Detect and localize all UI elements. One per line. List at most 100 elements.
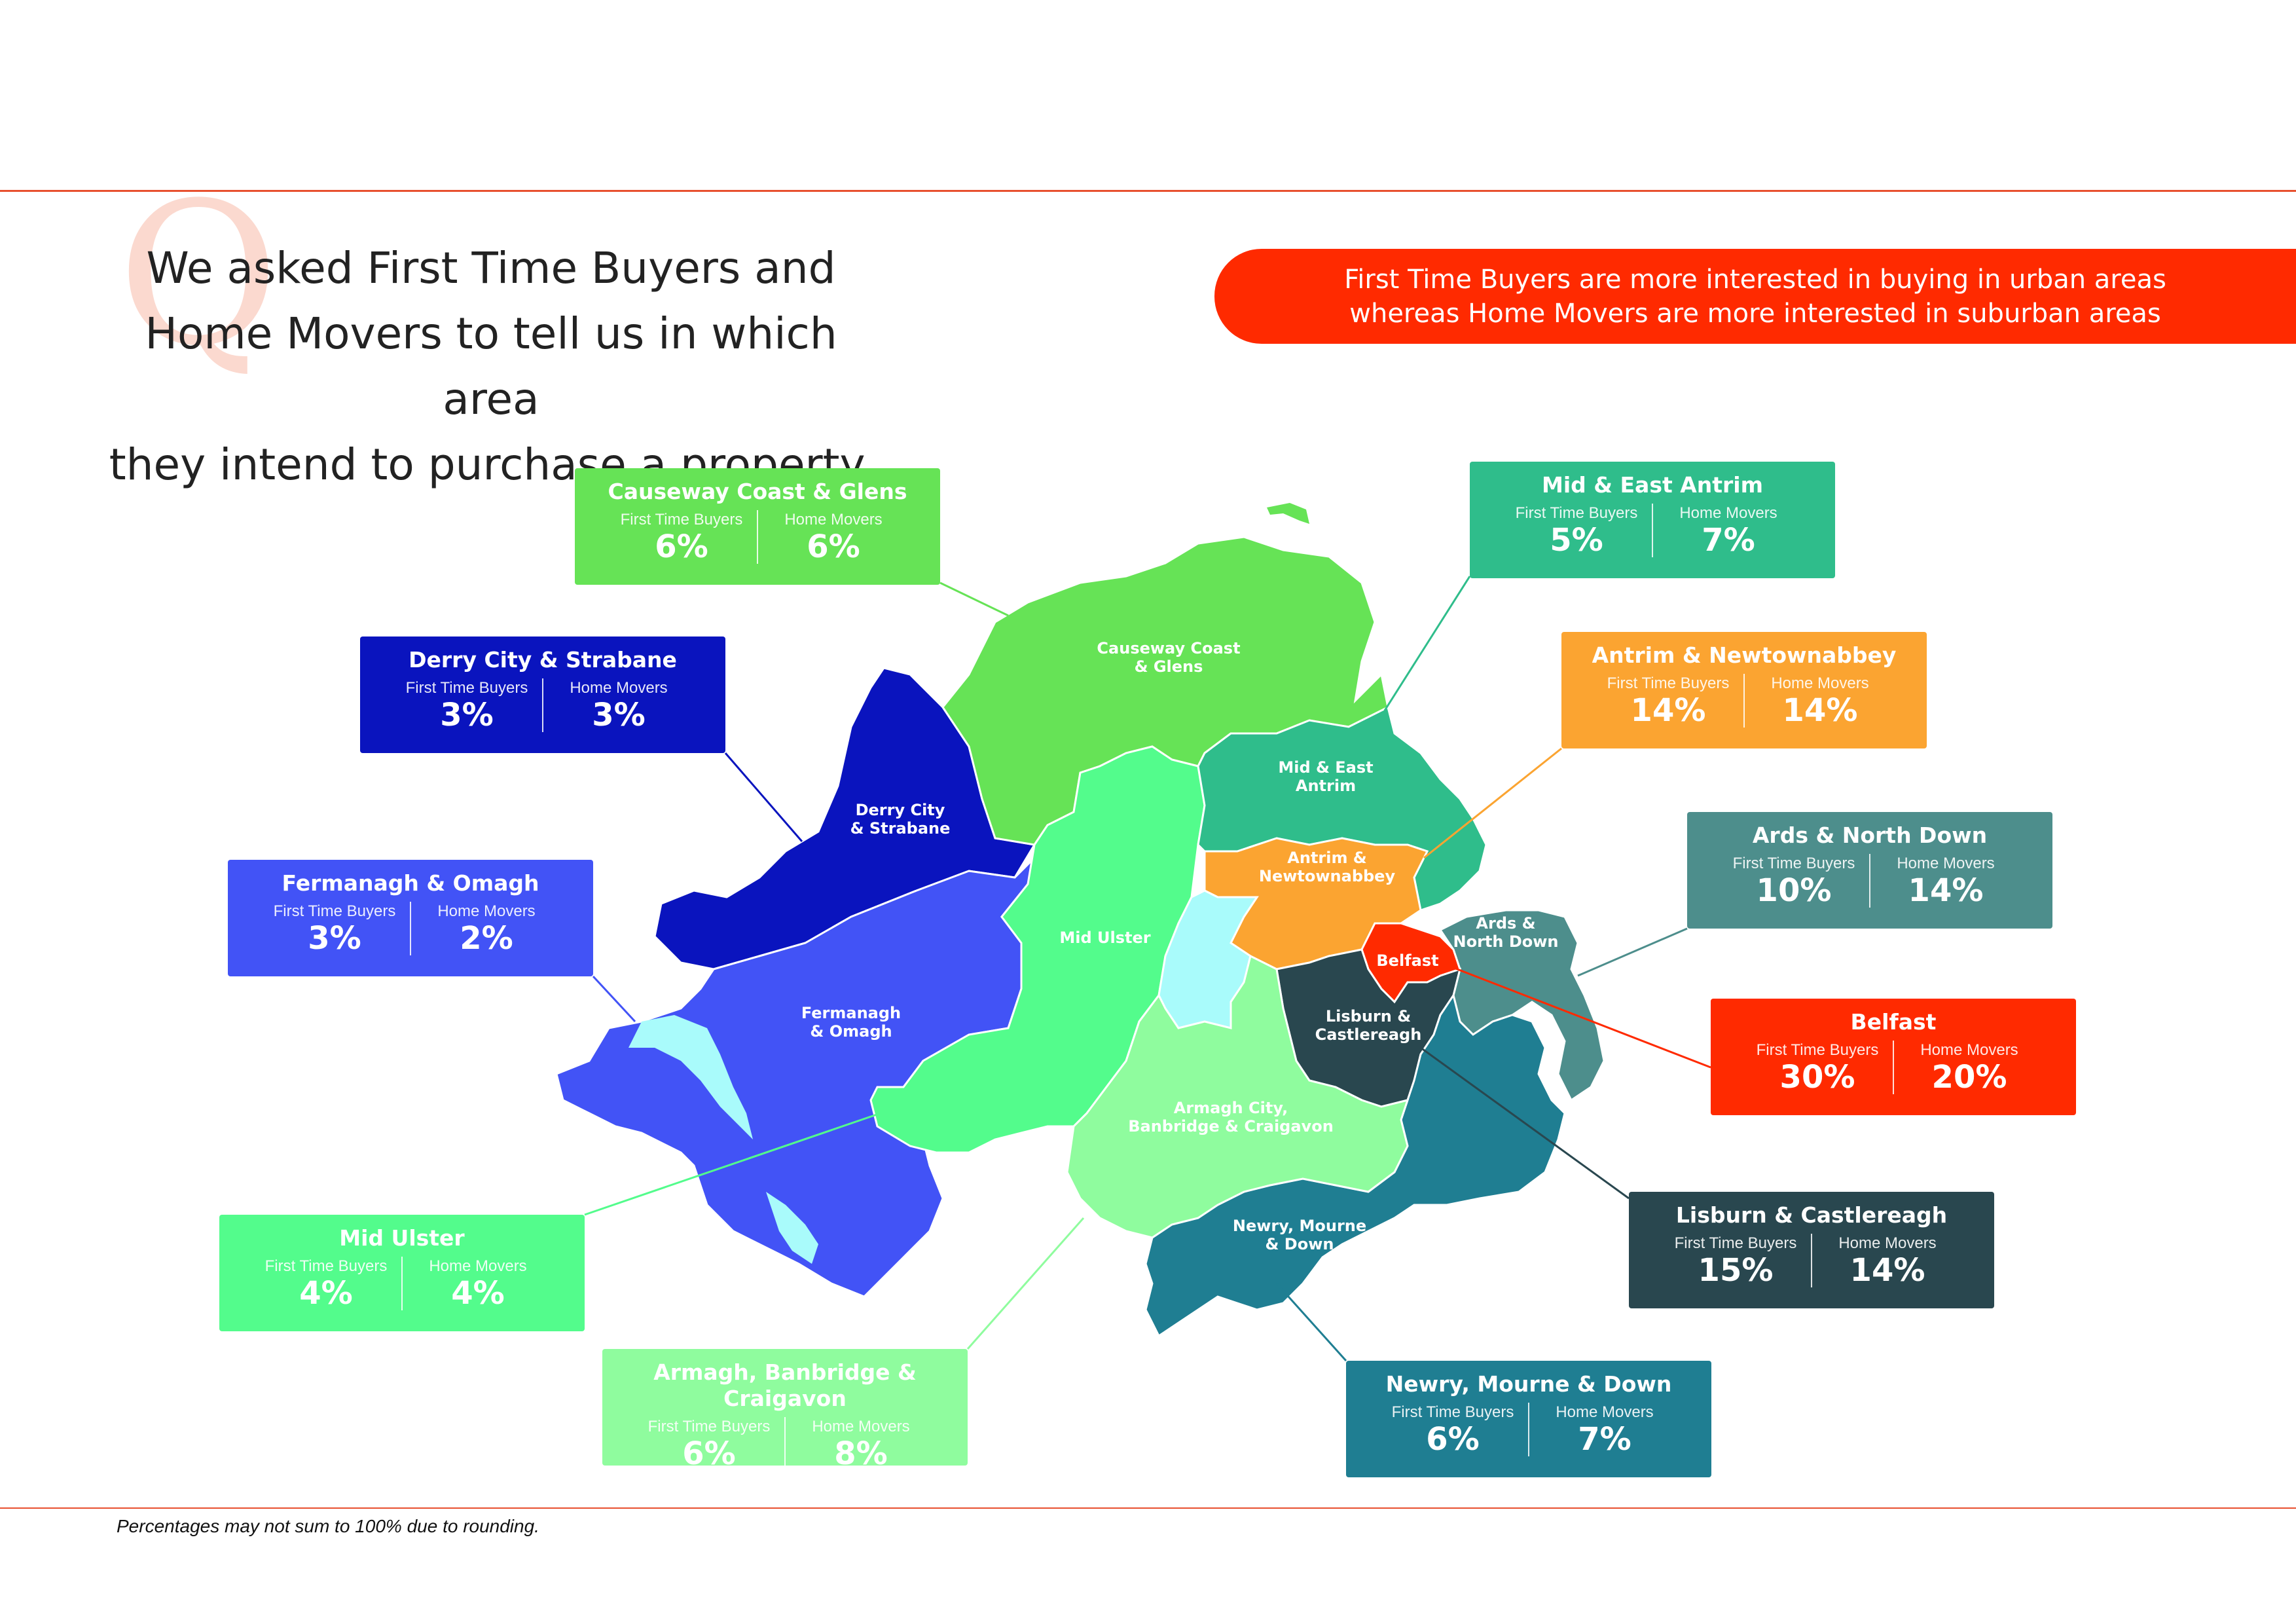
ftb-label: First Time Buyers: [1674, 1234, 1797, 1252]
ftb-value: 30%: [1779, 1059, 1855, 1096]
insight-banner: First Time Buyers are more interested in…: [1214, 249, 2296, 344]
heading-line-2: Home Movers to tell us in which area: [145, 308, 837, 424]
callout-belfast: Belfast First Time Buyers 30% Home Movers…: [1711, 999, 2076, 1115]
top-rule: [0, 190, 2296, 192]
leader-line-armagh: [966, 1217, 1085, 1350]
callout-derry: Derry City & Strabane First Time Buyers 3…: [360, 637, 725, 753]
ftb-label: First Time Buyers: [273, 902, 396, 920]
ftb-label: First Time Buyers: [647, 1418, 771, 1435]
heading-line-1: We asked First Time Buyers and: [146, 243, 836, 293]
map-label-antrim: Antrim & Newtownabbey: [1259, 849, 1396, 885]
map-label-midantrim: Mid & East Antrim: [1278, 758, 1373, 795]
hm-label: Home Movers: [1838, 1234, 1937, 1252]
callout-title: Belfast: [1850, 1009, 1937, 1035]
hm-value: 14%: [1908, 872, 1984, 909]
hm-label: Home Movers: [437, 902, 536, 920]
rathlin-island: [1267, 503, 1309, 524]
callout-title: Antrim & Newtownabbey: [1592, 642, 1897, 668]
hm-label: Home Movers: [1679, 504, 1777, 522]
ftb-value: 15%: [1698, 1252, 1774, 1289]
leader-line-fermanagh: [592, 975, 636, 1023]
hm-label: Home Movers: [812, 1418, 910, 1435]
hm-label: Home Movers: [1771, 674, 1869, 692]
callout-causeway: Causeway Coast & Glens First Time Buyers…: [575, 468, 940, 585]
callout-midulster: Mid Ulster First Time Buyers 4% Home Move…: [219, 1215, 585, 1331]
ftb-label: First Time Buyers: [1756, 1041, 1879, 1059]
callout-title: Ards & North Down: [1752, 822, 1988, 848]
bottom-rule: [0, 1507, 2296, 1509]
hm-value: 8%: [834, 1435, 888, 1472]
hm-value: 2%: [460, 920, 513, 957]
callout-title: Newry, Mourne & Down: [1385, 1371, 1672, 1397]
leader-line-belfast: [1440, 961, 1711, 1069]
ftb-value: 6%: [1426, 1421, 1480, 1458]
banner-line-2: whereas Home Movers are more interested …: [1349, 298, 2161, 329]
map-label-fermanagh: Fermanagh & Omagh: [801, 1004, 901, 1041]
callout-title: Lisburn & Castlereagh: [1675, 1202, 1948, 1228]
hm-label: Home Movers: [1897, 855, 1995, 872]
banner-line-1: First Time Buyers are more interested in…: [1344, 264, 2166, 295]
ftb-label: First Time Buyers: [1515, 504, 1638, 522]
ftb-value: 14%: [1630, 692, 1706, 729]
lough-erne-upper: [766, 1192, 818, 1264]
ftb-label: First Time Buyers: [1732, 855, 1855, 872]
ftb-label: First Time Buyers: [1391, 1403, 1514, 1421]
page-heading: We asked First Time Buyers and Home Move…: [98, 236, 884, 498]
ftb-label: First Time Buyers: [264, 1257, 388, 1275]
leader-line-derry: [724, 752, 803, 842]
callout-title: Mid & East Antrim: [1541, 472, 1764, 498]
callout-ards: Ards & North Down First Time Buyers 10% H…: [1687, 812, 2052, 929]
hm-value: 6%: [807, 528, 860, 565]
callout-antrim: Antrim & Newtownabbey First Time Buyers 1…: [1561, 632, 1927, 748]
callout-title: Derry City & Strabane: [409, 647, 677, 673]
hm-label: Home Movers: [570, 679, 668, 697]
ftb-label: First Time Buyers: [1607, 674, 1730, 692]
hm-value: 7%: [1578, 1421, 1631, 1458]
callout-lisburn: Lisburn & Castlereagh First Time Buyers 1…: [1629, 1192, 1994, 1308]
map-label-ards: Ards & North Down: [1453, 914, 1559, 951]
ftb-value: 4%: [299, 1275, 353, 1312]
hm-value: 3%: [592, 697, 646, 733]
leader-line-ards: [1577, 927, 1688, 977]
map-label-belfast: Belfast: [1376, 951, 1438, 970]
leader-line-newry: [1275, 1282, 1347, 1362]
callout-title: Fermanagh & Omagh: [282, 870, 539, 896]
callout-armagh: Armagh, Banbridge & Craigavon First Time…: [602, 1349, 968, 1471]
hm-label: Home Movers: [1920, 1041, 2018, 1059]
leader-line-antrim: [1423, 747, 1562, 859]
hm-value: 20%: [1931, 1059, 2007, 1096]
map-label-midulster: Mid Ulster: [1059, 929, 1150, 947]
map-label-lisburn: Lisburn & Castlereagh: [1315, 1007, 1422, 1044]
hm-label: Home Movers: [1556, 1403, 1654, 1421]
ftb-value: 10%: [1756, 872, 1832, 909]
callout-newry: Newry, Mourne & Down First Time Buyers 6%…: [1346, 1361, 1711, 1477]
hm-value: 14%: [1782, 692, 1858, 729]
leader-line-midulster: [584, 1112, 881, 1216]
ftb-value: 6%: [655, 528, 708, 565]
callout-title: Mid Ulster: [339, 1225, 465, 1251]
hm-value: 14%: [1850, 1252, 1925, 1289]
ftb-label: First Time Buyers: [405, 679, 528, 697]
ftb-value: 3%: [440, 697, 494, 733]
map-label-derry: Derry City & Strabane: [850, 801, 951, 838]
hm-value: 7%: [1702, 522, 1755, 559]
callout-title: Armagh, Banbridge & Craigavon: [653, 1359, 917, 1411]
callout-title: Causeway Coast & Glens: [608, 479, 907, 504]
ftb-value: 5%: [1550, 522, 1603, 559]
leader-line-lisburn: [1420, 1046, 1630, 1200]
leader-line-midantrim: [1383, 576, 1471, 711]
map-label-armagh: Armagh City, Banbridge & Craigavon: [1128, 1099, 1334, 1135]
hm-label: Home Movers: [429, 1257, 527, 1275]
quote-mark-icon: Q: [118, 160, 279, 389]
ftb-value: 3%: [308, 920, 361, 957]
callout-midantrim: Mid & East Antrim First Time Buyers 5% Ho…: [1470, 462, 1835, 578]
lough-erne: [629, 1015, 753, 1139]
map-label-newry: Newry, Mourne & Down: [1233, 1217, 1366, 1253]
region-armagh: [1066, 954, 1410, 1239]
leader-line-causeway: [939, 581, 1009, 617]
ftb-label: First Time Buyers: [620, 511, 743, 528]
callout-fermanagh: Fermanagh & Omagh First Time Buyers 3% Ho…: [228, 860, 593, 976]
map-label-causeway: Causeway Coast & Glens: [1097, 639, 1240, 676]
ftb-value: 6%: [682, 1435, 736, 1472]
